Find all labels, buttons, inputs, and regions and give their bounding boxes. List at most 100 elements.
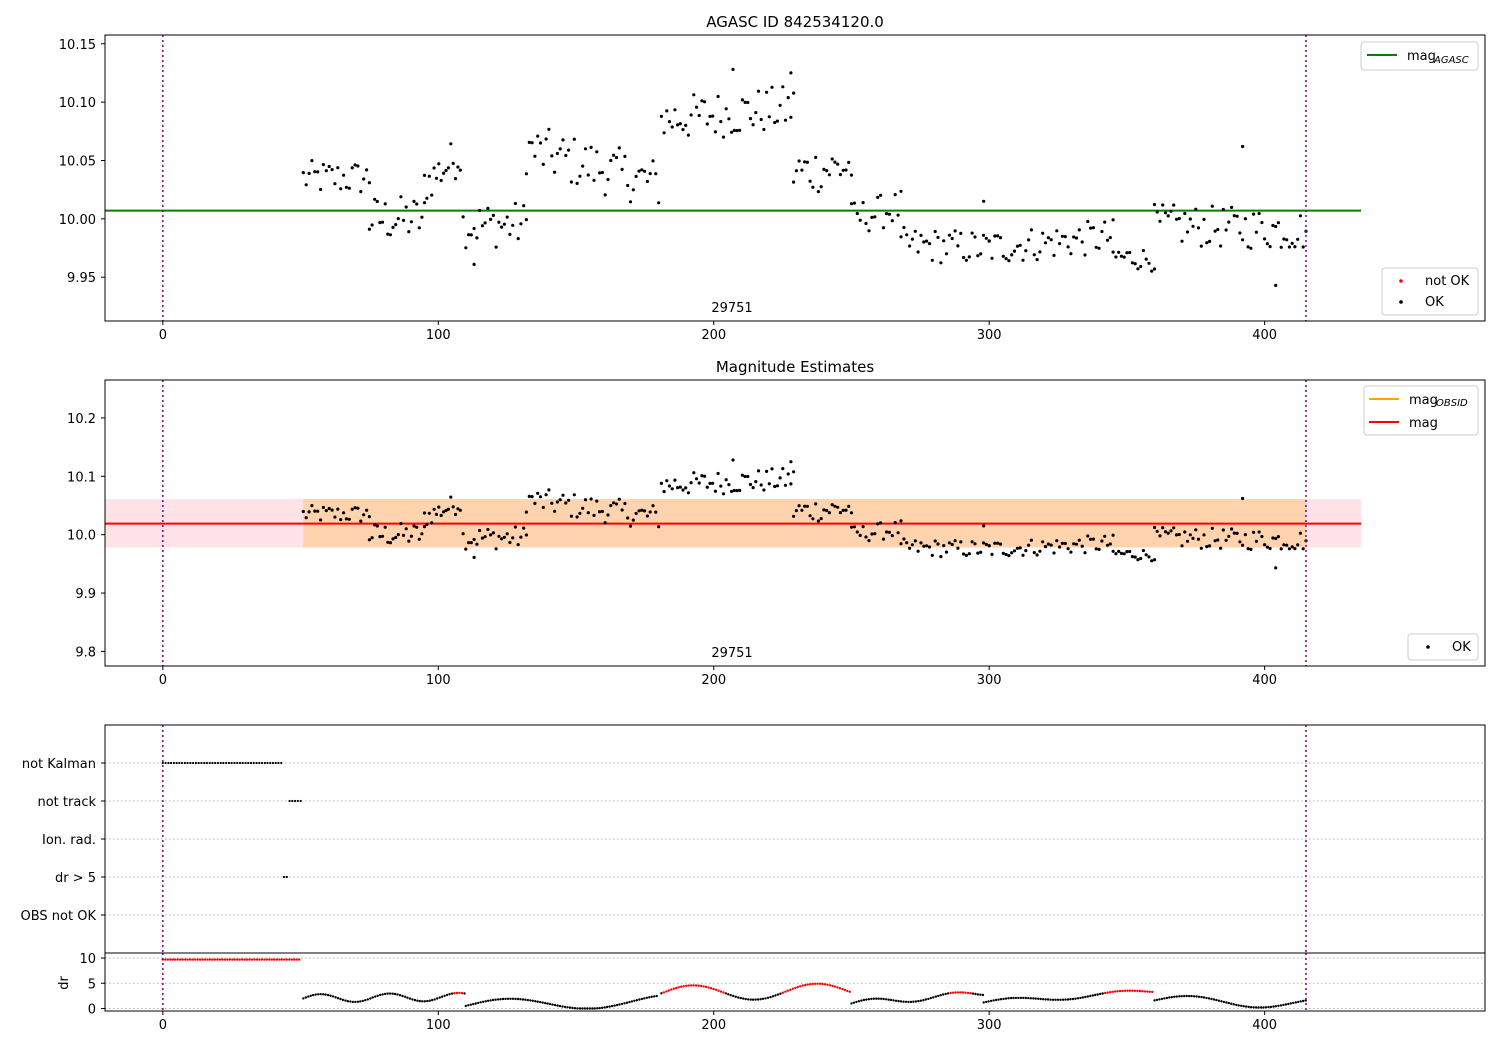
mag-point-120 [620, 167, 624, 171]
dr-high-point [208, 958, 212, 961]
flag-label-2: Ion. rad. [42, 833, 96, 848]
dr-point [1123, 989, 1127, 992]
mag-point-8 [324, 169, 328, 173]
mag-point-77 [502, 222, 506, 226]
mag-point-41 [412, 199, 416, 203]
estimate-point-292 [1089, 537, 1093, 541]
estimate-point-207 [852, 525, 857, 529]
dr-point [469, 1003, 472, 1006]
dr-high-point [186, 958, 189, 961]
dr-point [526, 998, 529, 1002]
dr-high-point [283, 958, 286, 961]
mag-point-295 [1097, 246, 1101, 250]
estimate-point-281 [1058, 545, 1062, 549]
dr-point [954, 991, 957, 994]
dr-point [1009, 996, 1013, 1000]
mag-point-138 [670, 125, 674, 129]
mag-point-278 [1049, 238, 1053, 242]
dr-point [1064, 998, 1067, 1001]
dr-point [605, 1005, 609, 1009]
mag-point-369 [1296, 237, 1300, 241]
estimate-point-174 [767, 482, 771, 486]
mag-point-374 [1274, 283, 1278, 287]
dr-point [615, 1003, 619, 1007]
mag-point-22 [365, 168, 369, 172]
mag-point-181 [786, 96, 790, 100]
mag-point-280 [1055, 229, 1059, 233]
flag-points [161, 761, 302, 879]
mag-point-166 [746, 100, 750, 105]
mag-point-66 [472, 226, 476, 231]
estimate-point-8 [324, 509, 328, 513]
dr-point [346, 1000, 350, 1003]
mag-point-106 [581, 164, 585, 168]
estimate-point-31 [386, 540, 390, 544]
x-tick-label-4: 400 [1252, 673, 1277, 688]
estimate-point-146 [692, 471, 696, 475]
dr-point [1037, 997, 1040, 1000]
mag-point-375 [982, 199, 986, 203]
estimate-point-258 [993, 541, 997, 545]
mag-point-260 [998, 236, 1003, 240]
dr-point [314, 993, 317, 996]
dr-point [1151, 990, 1154, 994]
estimate-point-319 [1158, 534, 1162, 538]
dr-point [959, 991, 962, 994]
dr-point [1235, 1003, 1238, 1007]
mag-point-82 [516, 237, 520, 241]
estimate-point-62 [461, 532, 465, 536]
dr-point [1155, 998, 1159, 1002]
estimate-point-272 [1032, 551, 1036, 555]
estimate-point-157 [721, 492, 726, 496]
estimate-point-376 [731, 458, 735, 462]
dr-point [816, 982, 819, 985]
x-tick-label-3: 300 [977, 1018, 1002, 1033]
estimate-point-363 [1279, 547, 1283, 551]
mag-point-155 [716, 94, 720, 99]
estimate-point-336 [1205, 545, 1209, 549]
estimate-point-87 [527, 494, 531, 498]
dr-point [994, 998, 998, 1002]
dr-point [789, 988, 792, 991]
mag-point-40 [409, 220, 413, 224]
dr-point [307, 995, 310, 998]
mag-point-329 [1185, 230, 1190, 234]
estimate-point-204 [847, 504, 851, 508]
estimate-point-234 [927, 545, 932, 549]
estimate-point-342 [1221, 528, 1225, 532]
dr-point [1230, 1002, 1233, 1005]
mag-point-96 [553, 170, 557, 174]
estimate-point-90 [536, 491, 540, 495]
estimate-point-72 [489, 533, 493, 537]
dr-point [1302, 999, 1305, 1003]
estimate-point-259 [996, 541, 1000, 545]
dr-point [999, 998, 1003, 1001]
estimate-point-275 [1041, 540, 1045, 544]
flag-point-0 [247, 761, 250, 765]
estimate-point-51 [434, 512, 439, 517]
mag-point-271 [1029, 228, 1033, 232]
dr-high-point [250, 958, 254, 961]
estimate-point-94 [547, 488, 551, 492]
dr-point [944, 992, 947, 996]
mag-point-270 [1027, 238, 1031, 242]
dr-point [804, 983, 807, 987]
estimate-point-112 [598, 510, 602, 514]
mag-point-199 [833, 160, 837, 164]
estimate-point-211 [864, 535, 868, 539]
flag-point-0 [211, 761, 214, 765]
estimate-point-304 [1119, 551, 1123, 556]
dr-point [838, 987, 842, 990]
mag-point-125 [634, 174, 638, 178]
estimate-point-135 [662, 490, 666, 494]
mag-point-174 [767, 115, 771, 119]
estimate-point-213 [870, 532, 874, 536]
dr-point [1173, 995, 1176, 998]
mag-point-177 [775, 119, 780, 123]
dr-point [1240, 1004, 1243, 1007]
estimate-point-41 [412, 524, 416, 528]
panel2-frame [104, 379, 1486, 667]
flag-point-0 [208, 761, 211, 765]
mag-point-207 [852, 201, 857, 205]
mag-point-25 [370, 223, 374, 227]
